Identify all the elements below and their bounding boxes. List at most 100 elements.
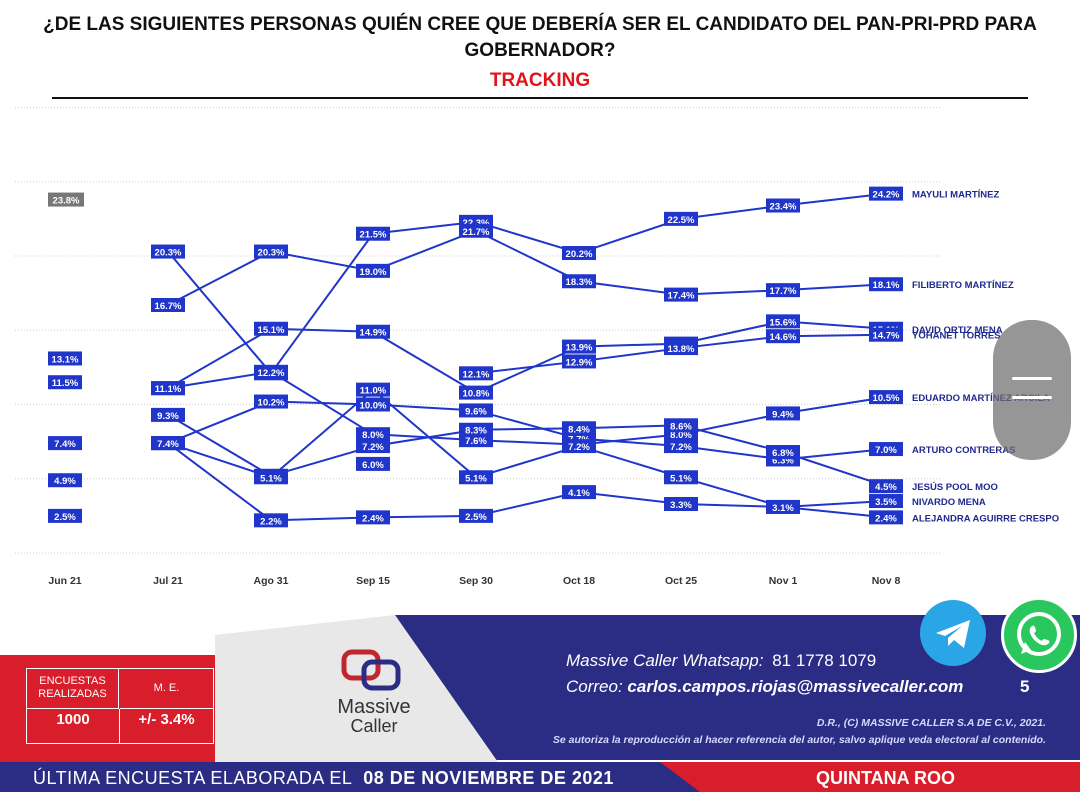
margin-error-value: +/- 3.4%: [138, 711, 195, 728]
data-label: 2.4%: [356, 510, 390, 525]
series-name-label: NIVARDO MENA: [912, 497, 986, 508]
series-name-label: DAVID ORTIZ MENA: [912, 325, 1003, 336]
svg-text:8.0%: 8.0%: [362, 430, 384, 441]
svg-text:8.0%: 8.0%: [670, 430, 692, 441]
whatsapp-label: Massive Caller Whatsapp:: [566, 651, 764, 670]
data-label: 20.3%: [151, 244, 185, 259]
series-name-label: ALEJANDRA AGUIRRE CRESPO: [912, 513, 1059, 524]
svg-text:9.6%: 9.6%: [465, 406, 487, 417]
svg-text:7.2%: 7.2%: [670, 442, 692, 453]
telegram-icon[interactable]: [920, 600, 986, 666]
chart-title: ¿DE LAS SIGUIENTES PERSONAS QUIÉN CREE Q…: [43, 14, 1037, 61]
data-label: 15.1%: [254, 321, 288, 336]
data-label: 10.0%: [356, 397, 390, 412]
survey-stats-box: ENCUESTAS REALIZADAS M. E. 1000 +/- 3.4%: [26, 668, 214, 744]
svg-text:21.5%: 21.5%: [360, 230, 387, 241]
data-label: 7.2%: [664, 439, 698, 454]
svg-text:7.6%: 7.6%: [465, 436, 487, 447]
margin-error-header: M. E.: [120, 669, 213, 709]
svg-text:4.5%: 4.5%: [875, 482, 897, 493]
data-label: 4.9%: [48, 473, 82, 488]
series-name-label: MAYULI MARTÍNEZ: [912, 190, 999, 201]
svg-text:7.2%: 7.2%: [362, 442, 384, 453]
data-label: 2.2%: [254, 513, 288, 528]
svg-text:20.3%: 20.3%: [155, 248, 182, 259]
svg-text:4.9%: 4.9%: [54, 476, 76, 487]
svg-text:5.1%: 5.1%: [260, 473, 282, 484]
surveys-value: 1000: [56, 711, 90, 728]
logo-name-line1: Massive: [337, 696, 411, 718]
svg-text:23.4%: 23.4%: [770, 202, 797, 213]
data-label: 12.1%: [459, 366, 493, 381]
svg-text:16.7%: 16.7%: [155, 301, 182, 312]
data-label: 9.4%: [766, 406, 800, 421]
svg-text:10.5%: 10.5%: [873, 393, 900, 404]
data-label: 20.3%: [254, 244, 288, 259]
data-label: 3.5%: [869, 494, 903, 509]
svg-text:8.6%: 8.6%: [670, 421, 692, 432]
svg-text:10.8%: 10.8%: [463, 389, 490, 400]
data-label: 13.9%: [562, 339, 596, 354]
menu-button[interactable]: [993, 320, 1071, 460]
svg-text:11.5%: 11.5%: [52, 378, 79, 389]
data-label: 6.0%: [356, 456, 390, 471]
whatsapp-icon[interactable]: [1001, 597, 1077, 673]
svg-text:14.7%: 14.7%: [873, 331, 900, 342]
svg-text:6.8%: 6.8%: [772, 448, 794, 459]
data-label: 8.0%: [356, 427, 390, 442]
svg-text:7.4%: 7.4%: [157, 439, 179, 450]
svg-text:6.0%: 6.0%: [362, 460, 384, 471]
data-label: 12.9%: [562, 354, 596, 369]
x-tick-label: Jun 21: [48, 575, 81, 587]
data-label: 16.7%: [151, 298, 185, 313]
logo-name: Massive Caller: [330, 697, 418, 735]
svg-text:10.2%: 10.2%: [258, 398, 285, 409]
svg-text:7.4%: 7.4%: [54, 439, 76, 450]
svg-text:13.9%: 13.9%: [566, 343, 593, 354]
data-label: 20.2%: [562, 246, 596, 261]
data-label: 14.6%: [766, 329, 800, 344]
data-label: 23.4%: [766, 198, 800, 213]
data-label: 17.4%: [664, 287, 698, 302]
svg-text:13.1%: 13.1%: [52, 354, 79, 365]
data-label: 2.5%: [48, 508, 82, 523]
data-label: 21.5%: [356, 226, 390, 241]
whatsapp-number[interactable]: 81 1778 1079: [772, 651, 877, 670]
data-label: 18.3%: [562, 274, 596, 289]
x-tick-label: Sep 30: [459, 575, 493, 587]
data-label: 12.2%: [254, 364, 288, 379]
chart-subtitle: TRACKING: [489, 70, 591, 91]
data-label: 13.1%: [48, 351, 82, 366]
svg-text:2.5%: 2.5%: [54, 512, 76, 523]
svg-text:20.3%: 20.3%: [258, 248, 285, 259]
svg-text:8.3%: 8.3%: [465, 426, 487, 437]
svg-text:23.8%: 23.8%: [53, 196, 80, 207]
x-tick-label: Jul 21: [153, 575, 183, 587]
legal-line-1: D.R., (C) MASSIVE CALLER S.A DE C.V., 20…: [816, 717, 1046, 729]
menu-bar-icon: [1012, 377, 1052, 380]
x-tick-label: Oct 25: [665, 575, 697, 587]
svg-text:2.4%: 2.4%: [875, 513, 897, 524]
x-tick-label: Ago 31: [253, 575, 288, 587]
svg-text:2.5%: 2.5%: [465, 512, 487, 523]
svg-text:15.6%: 15.6%: [770, 317, 797, 328]
x-tick-label: Oct 18: [563, 575, 595, 587]
data-label: 11.5%: [48, 375, 82, 390]
data-label: 8.3%: [459, 422, 493, 437]
stats-divider: [119, 709, 120, 743]
data-label: 7.0%: [869, 442, 903, 457]
menu-bar-icon: [1012, 396, 1052, 399]
data-label: 24.2%: [869, 186, 903, 201]
data-label: 5.1%: [459, 470, 493, 485]
data-label: 5.1%: [664, 470, 698, 485]
svg-text:11.1%: 11.1%: [155, 384, 182, 395]
data-label: 10.5%: [869, 390, 903, 405]
svg-text:3.5%: 3.5%: [875, 497, 897, 508]
svg-text:9.3%: 9.3%: [157, 411, 179, 422]
data-label: 6.8%: [766, 445, 800, 460]
svg-text:17.4%: 17.4%: [668, 291, 695, 302]
data-label: 7.4%: [48, 436, 82, 451]
svg-text:3.3%: 3.3%: [670, 500, 692, 511]
email-link[interactable]: carlos.campos.riojas@massivecaller.com: [627, 677, 964, 696]
x-tick-label: Sep 15: [356, 575, 390, 587]
